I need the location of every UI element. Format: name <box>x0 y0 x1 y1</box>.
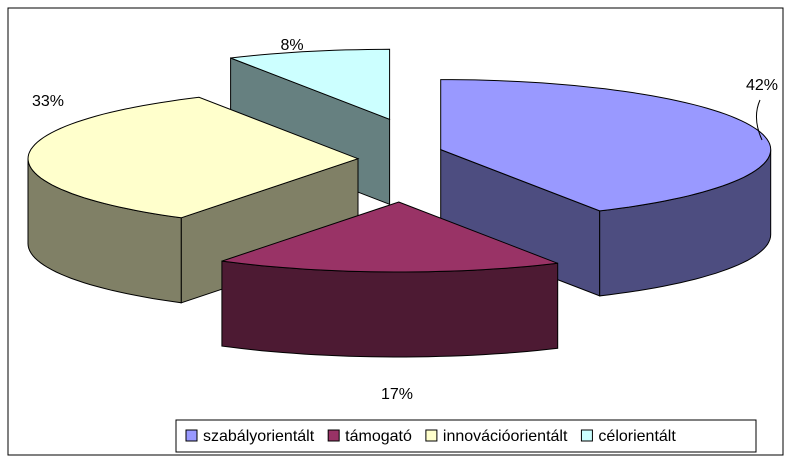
legend-swatch <box>185 429 198 442</box>
pie-slice <box>221 201 559 358</box>
slice-top <box>230 48 391 121</box>
legend-items: szabályorientált támogató innovációorientá… <box>185 428 676 445</box>
data-label: 33% <box>32 93 64 110</box>
pie <box>27 48 772 358</box>
legend-label: innovációorientált <box>443 428 568 445</box>
legend-swatch <box>327 429 340 442</box>
legend-label: szabályorientált <box>203 428 315 445</box>
slice-top <box>221 201 558 273</box>
slice-side <box>221 260 559 358</box>
legend-swatch <box>425 429 438 442</box>
legend-swatch <box>580 429 593 442</box>
slice-top <box>440 79 772 212</box>
leader-line <box>756 99 763 141</box>
data-label: 42% <box>746 77 778 94</box>
data-label: 17% <box>381 386 413 403</box>
legend-label: célorientált <box>598 428 676 445</box>
pie-slice <box>440 79 772 297</box>
legend-label: támogató <box>345 428 412 445</box>
slice-top <box>27 96 360 219</box>
data-label: 8% <box>280 37 303 54</box>
legend <box>175 419 757 453</box>
